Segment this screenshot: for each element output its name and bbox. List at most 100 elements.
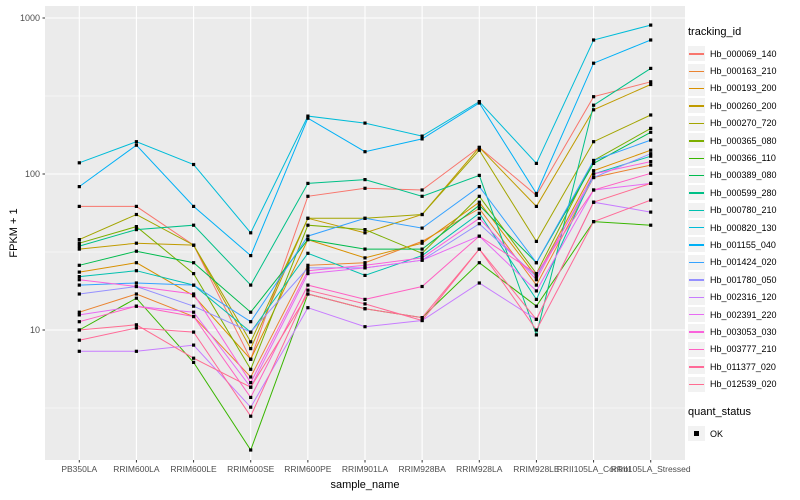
legend-key-line-icon (688, 202, 705, 218)
data-point (134, 326, 138, 330)
data-point (477, 173, 481, 177)
legend-items-quant-status: OK (688, 425, 798, 442)
legend-item-Hb_003777_210: Hb_003777_210 (688, 341, 798, 358)
data-point (77, 275, 81, 279)
legend-key-line-icon (688, 185, 705, 201)
y-tick-label: 10 (30, 325, 40, 335)
data-point (534, 191, 538, 196)
legend-line-swatch (689, 227, 704, 229)
legend: tracking_id Hb_000069_140 Hb_000163_210 Hb… (688, 26, 798, 442)
data-point (306, 269, 310, 273)
data-point (363, 273, 367, 277)
legend-label: OK (710, 428, 724, 439)
data-point (77, 244, 81, 248)
x-tick-label: RRII105LA_Control (557, 464, 631, 474)
data-point (420, 318, 424, 323)
data-point (77, 204, 81, 208)
legend-key-square-icon (688, 426, 705, 441)
legend-key-line-icon (688, 289, 705, 305)
data-point (592, 169, 596, 173)
data-point (649, 181, 653, 185)
data-point (249, 340, 253, 344)
data-point (420, 239, 424, 243)
data-point (306, 266, 310, 270)
data-point (420, 258, 424, 262)
data-point (477, 101, 481, 105)
legend-key-line-icon (688, 220, 705, 236)
data-point (534, 278, 538, 282)
data-point (649, 171, 653, 175)
legend-key-line-icon (688, 254, 705, 270)
data-point (477, 261, 481, 265)
legend-item-Hb_000820_130: Hb_000820_130 (688, 219, 798, 236)
data-point (649, 23, 653, 27)
data-point (134, 281, 138, 285)
legend-key-line-icon (688, 324, 705, 340)
data-point (134, 204, 138, 208)
data-point (77, 349, 81, 353)
data-point (134, 292, 138, 296)
legend-line-swatch (689, 348, 704, 351)
legend-key-line-icon (688, 359, 705, 375)
data-point (77, 283, 81, 287)
data-point (192, 343, 196, 347)
legend-label: Hb_000163_210 (710, 66, 777, 77)
legend-item-Hb_012539_020: Hb_012539_020 (688, 375, 798, 392)
data-point (249, 405, 253, 409)
data-point (306, 194, 310, 198)
data-point (420, 254, 424, 258)
data-point (134, 296, 138, 300)
legend-items-tracking-id: Hb_000069_140 Hb_000163_210 Hb_000193_200 H… (688, 45, 798, 393)
data-point (649, 38, 653, 42)
data-point (249, 283, 253, 287)
legend-label: Hb_000599_280 (710, 187, 777, 198)
data-point (306, 216, 310, 220)
data-point (77, 328, 81, 332)
data-point (534, 193, 538, 197)
legend-title-quant-status: quant_status (688, 405, 751, 418)
data-point (649, 198, 653, 202)
legend-line-swatch (689, 140, 704, 142)
data-point (534, 283, 538, 287)
data-point (534, 304, 538, 308)
data-point (249, 385, 253, 389)
legend-key-line-icon (688, 272, 705, 288)
data-point (77, 320, 81, 324)
legend-item-Hb_002391_220: Hb_002391_220 (688, 306, 798, 323)
legend-label: Hb_000780_210 (710, 205, 777, 216)
data-point (592, 95, 596, 99)
data-point (77, 241, 81, 245)
x-tick-label: RRIM600LE (170, 464, 217, 474)
data-point (134, 284, 138, 289)
data-point (363, 256, 367, 260)
y-tick-label: 1000 (20, 13, 40, 23)
data-point (477, 216, 481, 220)
data-point (192, 261, 196, 265)
data-point (477, 211, 481, 215)
legend-item-Hb_000270_720: Hb_000270_720 (688, 115, 798, 132)
data-point (649, 210, 653, 214)
legend-item-Hb_001424_020: Hb_001424_020 (688, 254, 798, 271)
data-point (192, 330, 196, 334)
data-point (477, 145, 481, 149)
legend-line-swatch (689, 244, 704, 246)
data-point (477, 203, 481, 207)
data-point (534, 261, 538, 265)
data-point (420, 256, 424, 260)
legend-label: Hb_000069_140 (710, 48, 777, 59)
data-point (534, 272, 538, 276)
data-point (306, 283, 310, 287)
data-point (649, 223, 653, 227)
data-point (134, 228, 138, 232)
data-point (249, 310, 253, 314)
data-point (534, 161, 538, 165)
data-point (192, 272, 196, 276)
legend-label: Hb_000260_200 (710, 100, 777, 111)
data-point (649, 82, 653, 87)
data-point (534, 239, 538, 243)
data-point (534, 204, 538, 208)
x-tick-label: RRIM928LE (513, 464, 560, 474)
data-point (420, 247, 424, 251)
data-point (592, 61, 596, 65)
legend-line-swatch (689, 331, 704, 333)
